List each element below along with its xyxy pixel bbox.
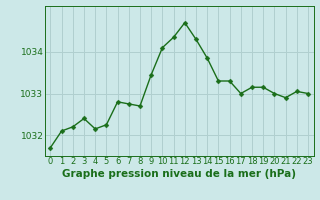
X-axis label: Graphe pression niveau de la mer (hPa): Graphe pression niveau de la mer (hPa) [62,169,296,179]
